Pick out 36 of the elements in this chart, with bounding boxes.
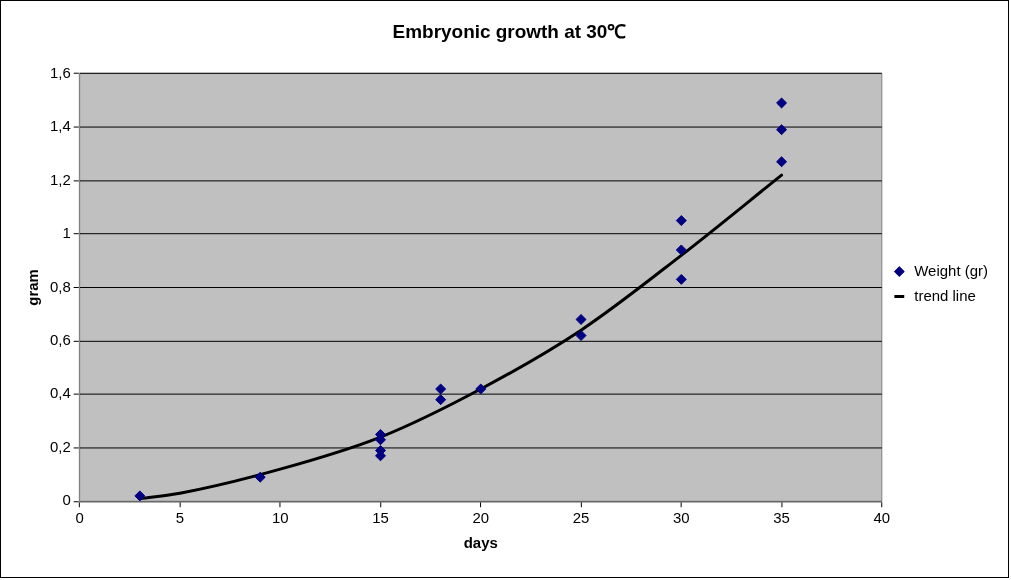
point: [575, 330, 587, 342]
x-tick-label: 35: [773, 509, 790, 527]
point: [776, 97, 788, 109]
point: [575, 314, 587, 325]
x-tick-label: 20: [472, 509, 490, 527]
point: [776, 156, 788, 168]
point: [254, 471, 266, 483]
point: [675, 273, 687, 285]
y-tick-label: 0: [62, 491, 71, 509]
x-tick-label: 10: [271, 509, 289, 527]
y-tick-label: 0,6: [49, 331, 71, 348]
point: [134, 490, 146, 502]
x-tick-label: 40: [873, 509, 891, 527]
legend-label: trend line: [914, 286, 976, 304]
x-axis-title: days: [463, 534, 498, 552]
point: [475, 383, 487, 395]
y-tick-label: 0,2: [49, 437, 71, 455]
y-tick-label: 0,4: [49, 384, 71, 402]
point: [435, 394, 447, 406]
legend-label: Weight (gr): [914, 261, 988, 279]
point: [675, 215, 687, 227]
point: [776, 124, 788, 136]
x-tick-label: 15: [372, 509, 389, 527]
y-tick-label: 0,8: [49, 277, 71, 295]
chart-title: Embryonic growth at 30℃: [392, 20, 627, 42]
x-tick-label: 25: [572, 509, 590, 527]
point: [435, 383, 447, 395]
y-axis-title: gram: [24, 269, 42, 306]
x-tick-label: 0: [75, 509, 84, 527]
y-tick-label: 1,2: [49, 170, 71, 188]
y-tick-label: 1: [62, 224, 71, 242]
x-tick-label: 30: [672, 509, 690, 527]
y-tick-label: 1,6: [49, 63, 71, 81]
x-tick-label: 5: [175, 509, 185, 527]
point: [675, 244, 687, 256]
y-tick-label: 1,4: [49, 117, 71, 135]
